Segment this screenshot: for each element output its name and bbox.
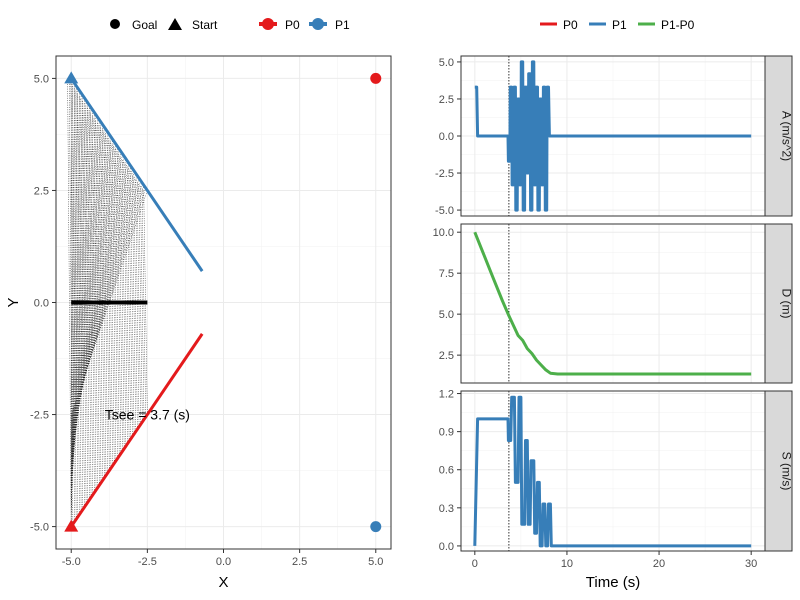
facet-y-tick-label: 2.5: [439, 94, 454, 106]
legend-goal-circle-key: [110, 19, 120, 29]
legend-line-label: P0: [563, 18, 578, 32]
facet-y-tick-label: 0.0: [439, 131, 454, 143]
series-line-p1: [473, 395, 752, 548]
legend-color-key-line: [259, 22, 277, 26]
facet-y-tick-label: 1.2: [439, 389, 454, 401]
legend-color-label: P1: [335, 18, 350, 32]
p0-trajectory-line: [69, 333, 204, 528]
series-line-p1-p0: [473, 231, 752, 376]
trajectory-panel: -5.0 -2.5 0.0 2.5 5.0 -5.0-2.50.02.55.0 X Y …: [5, 55, 392, 591]
facet-y-tick-label: 2.5: [439, 350, 454, 362]
legend-color-key-line: [309, 22, 327, 26]
facet-strip: [764, 223, 793, 384]
y-tick-label: -5.0: [30, 522, 49, 534]
sight-line: [92, 114, 97, 491]
facet-y-tick-label: -2.5: [435, 168, 454, 180]
x-tick-label: -2.5: [138, 556, 157, 568]
legend-shape-color: Goal Start P0 P1: [110, 18, 350, 32]
p0-goal-marker: [370, 72, 382, 84]
facet-strip-label: A (m/s^2): [780, 111, 794, 161]
sight-line: [71, 139, 113, 466]
facet-y-tick-label: 0.6: [439, 465, 454, 477]
time-x-tick-label: 30: [745, 558, 757, 570]
sight-line: [67, 78, 72, 527]
sight-line: [121, 158, 127, 447]
sight-line: [93, 117, 98, 488]
legend-start-triangle-key: [168, 18, 182, 30]
y-tick-label: 2.5: [34, 185, 49, 197]
facet-strip-label: S (m/s): [780, 452, 794, 491]
sight-line: [110, 141, 115, 464]
facet-y-tick-label: 10.0: [433, 227, 454, 239]
legend-series: P0 P1 P1-P0: [540, 18, 695, 32]
trajectory-y-ticks: -5.0 -2.5 0.0 2.5 5.0: [30, 73, 56, 534]
legend-color-label: P0: [285, 18, 300, 32]
time-x-axis-title: Time (s): [586, 574, 640, 591]
facet-y-tick-label: 0.9: [439, 427, 454, 439]
facet-y-tick-label: 0.3: [439, 503, 454, 515]
x-tick-label: 5.0: [368, 556, 383, 568]
p1-start-marker: [64, 71, 79, 84]
facet-2: S (m/s) 0.0 0.3 0.6 0.9 1.2 0 10 20 30: [439, 389, 794, 570]
sight-line: [82, 100, 87, 505]
x-tick-label: -5.0: [62, 556, 81, 568]
sight-line: [138, 183, 143, 422]
legend-shape-label: Goal: [132, 18, 157, 32]
sight-line: [136, 180, 141, 425]
legend-shape-label: Start: [192, 18, 218, 32]
facet-y-tick-label: 0.0: [439, 541, 454, 553]
facet-y-tick-label: 7.5: [439, 268, 454, 280]
p0-start-marker: [64, 519, 79, 532]
time-x-tick-label: 10: [561, 558, 573, 570]
sight-line: [120, 156, 125, 449]
sight-line: [71, 173, 136, 432]
series-line-p1: [474, 60, 752, 212]
sight-line: [108, 139, 113, 466]
p1-goal-marker: [370, 521, 382, 533]
facet-strip: [764, 55, 793, 217]
time-x-tick-label: 0: [472, 558, 478, 570]
y-tick-label: 0.0: [34, 298, 49, 310]
trajectory-x-ticks: -5.0 -2.5 0.0 2.5 5.0: [62, 549, 383, 568]
sight-line: [80, 97, 85, 508]
y-tick-label: -2.5: [30, 410, 49, 422]
facet-0: A (m/s^2) -5.0 -2.5 0.0 2.5 5.0: [435, 55, 794, 217]
sight-line: [71, 156, 125, 449]
tsee-annotation: Tsee = 3.7 (s): [105, 407, 190, 423]
x-tick-label: 2.5: [292, 556, 307, 568]
trajectory-x-axis-title: X: [218, 574, 228, 591]
facet-y-tick-label: 5.0: [439, 57, 454, 69]
time-x-tick-label: 20: [653, 558, 665, 570]
legend-line-label: P1: [612, 18, 627, 32]
sight-line: [143, 190, 148, 415]
facet-y-tick-label: 5.0: [439, 309, 454, 321]
facet-1: D (m) 2.5 5.0 7.5 10.0: [433, 223, 794, 384]
legend-line-label: P1-P0: [661, 18, 695, 32]
facet-strip-label: D (m): [780, 289, 794, 319]
p1-trajectory-line: [69, 77, 204, 272]
facet-y-tick-label: -5.0: [435, 205, 454, 217]
time-series-facets: A (m/s^2) -5.0 -2.5 0.0 2.5 5.0 D (m) 2.5 5.0 7.5…: [433, 55, 794, 570]
x-tick-label: 0.0: [216, 556, 231, 568]
trajectory-y-axis-title: Y: [5, 297, 22, 307]
trajectory-data: [64, 71, 382, 533]
y-tick-label: 5.0: [34, 73, 49, 85]
sight-line: [87, 107, 92, 498]
sight-line: [71, 131, 108, 474]
facet-strip: [764, 390, 793, 552]
